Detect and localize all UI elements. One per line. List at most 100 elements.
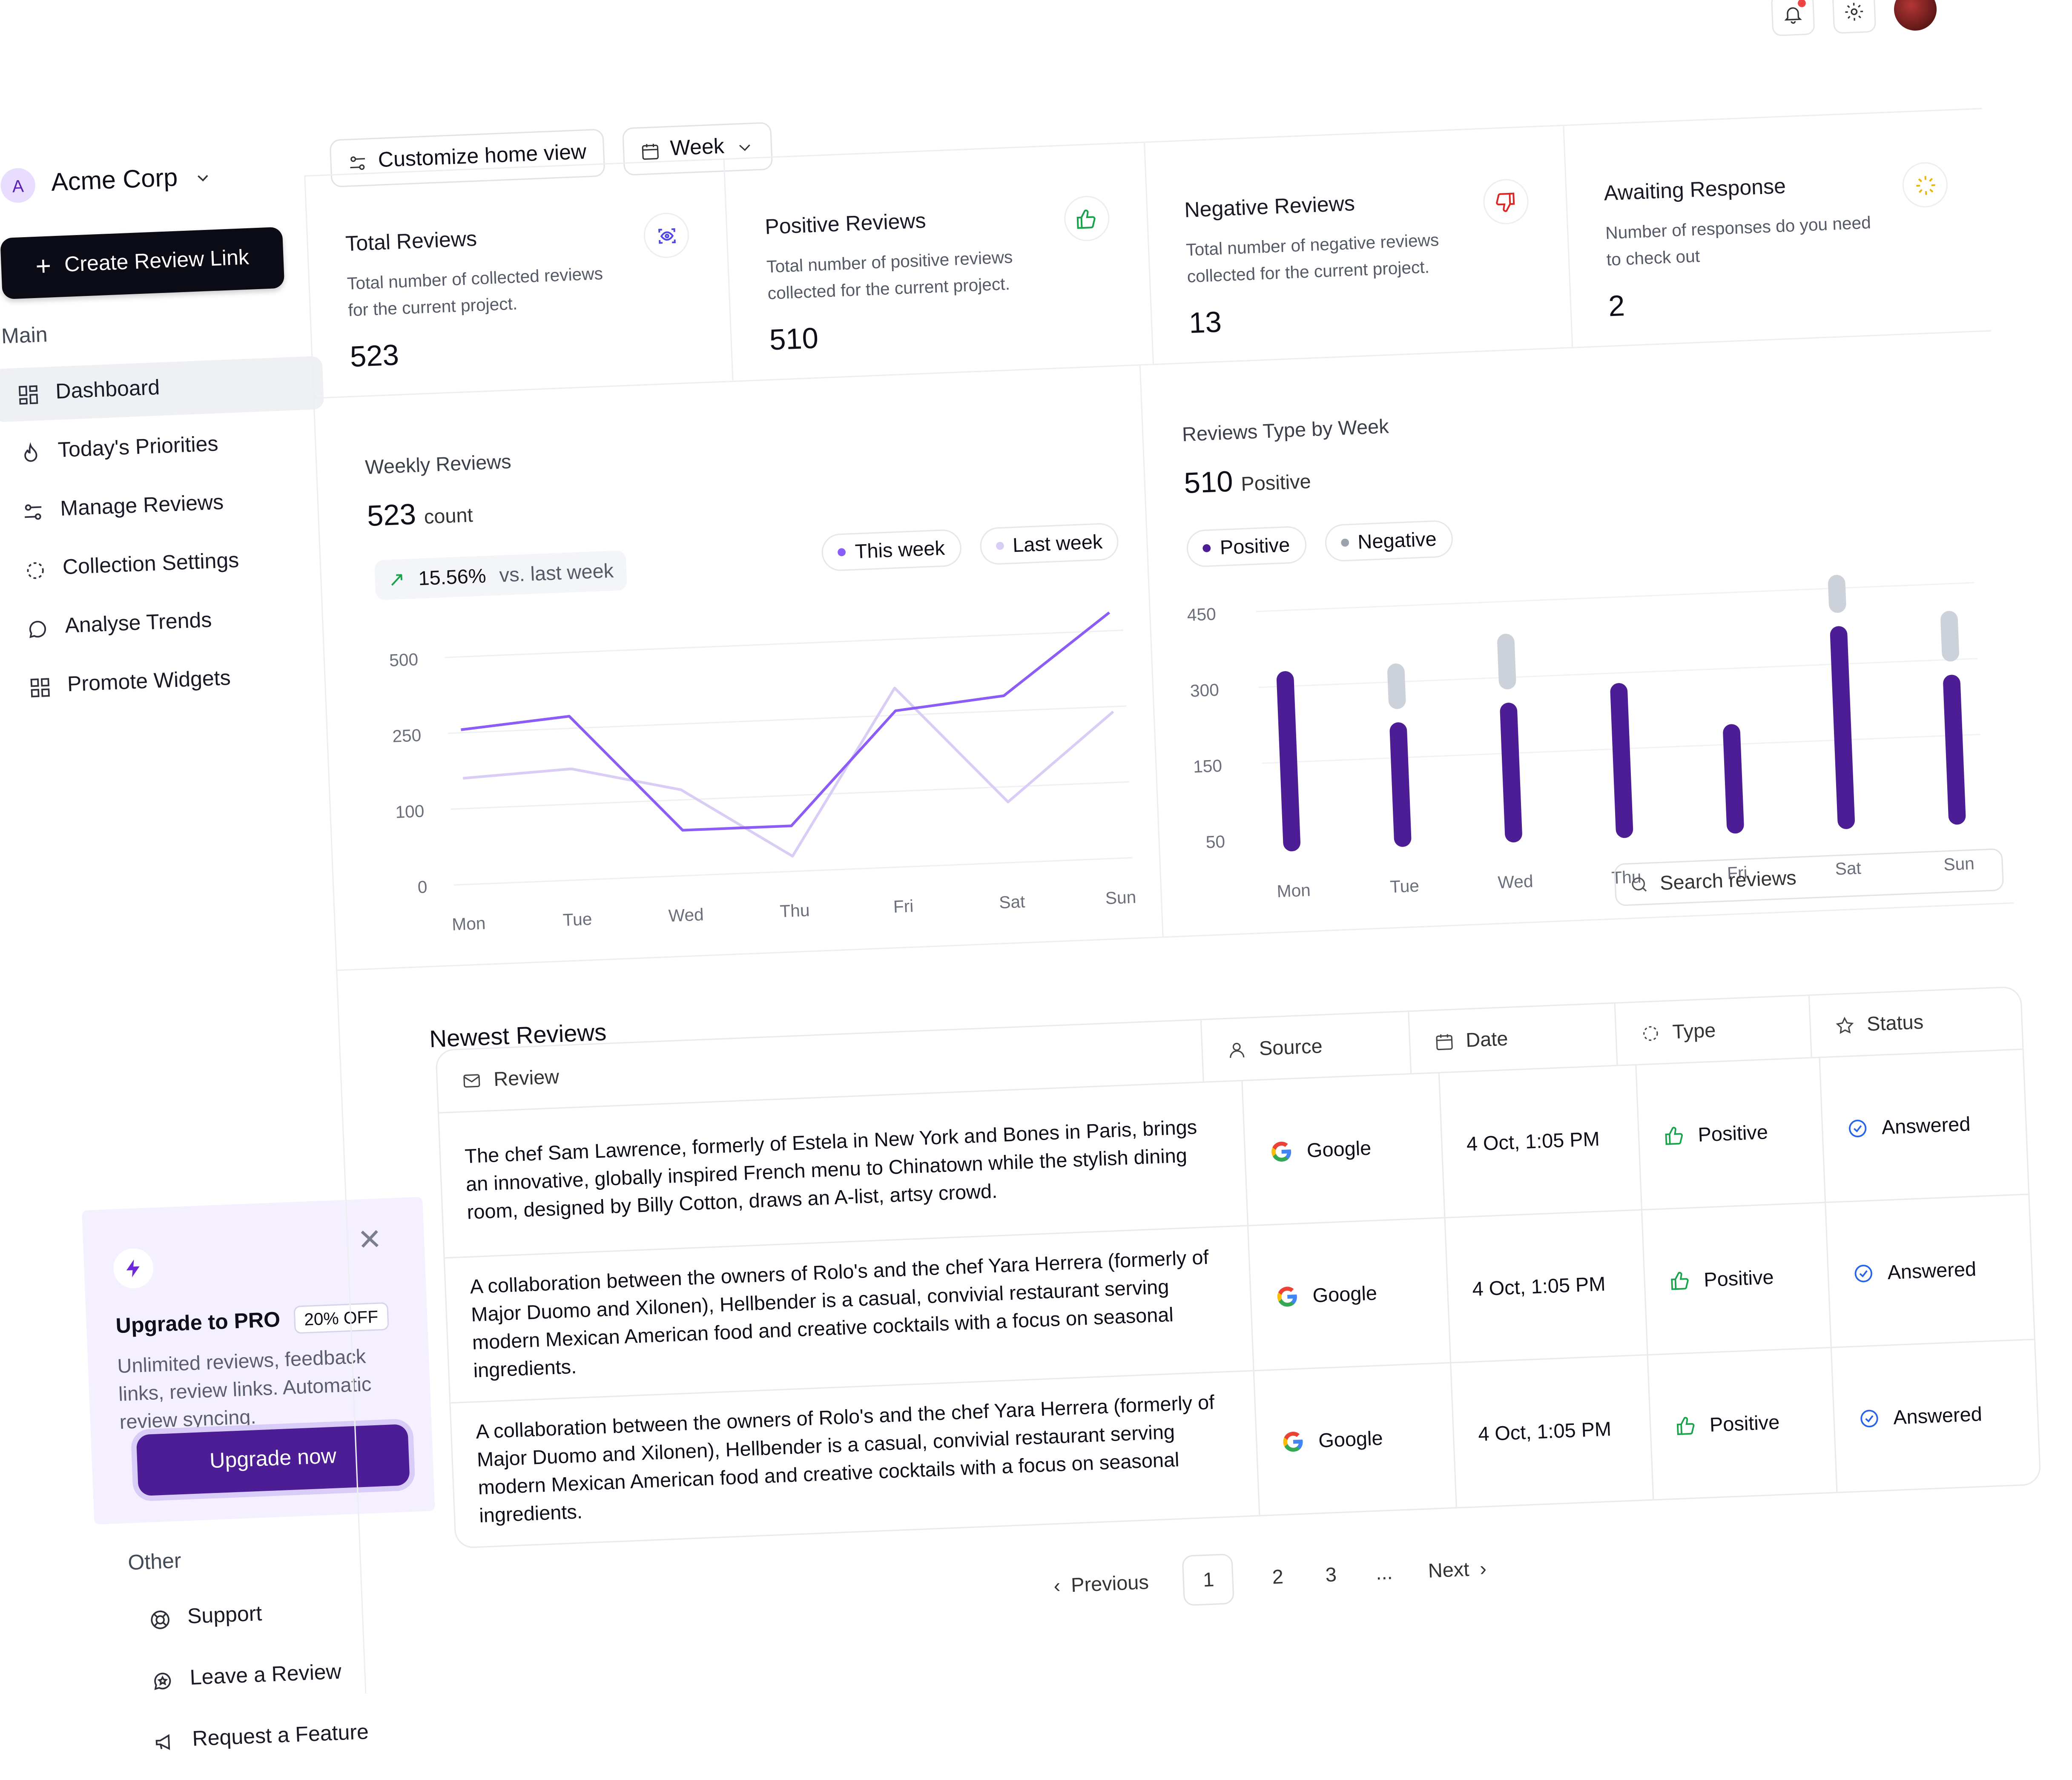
y-tick-label: 100 [395,801,425,822]
weekly-unit: count [423,504,474,529]
column-type[interactable]: Type [1615,996,1812,1065]
date-cell: 4 Oct, 1:05 PM [1451,1355,1654,1507]
y-tick-label: 50 [1205,832,1225,852]
bar-positive[interactable] [1500,702,1523,843]
legend-negative[interactable]: Negative [1323,520,1453,563]
workspace-switcher[interactable]: A Acme Corp [0,161,213,204]
bar-negative[interactable] [1497,633,1516,689]
chart-title: Weekly Reviews [364,451,512,479]
x-tick-label: Wed [668,904,704,925]
period-label: Week [669,135,725,161]
bar-negative[interactable] [1387,663,1406,709]
bar-positive[interactable] [1610,683,1633,838]
gridline [453,857,1133,886]
column-review[interactable]: Review [436,1020,1205,1112]
gridline [448,705,1127,734]
sidebar-item-collection-settings[interactable]: Collection Settings [0,531,331,598]
status-cell: Answered [1832,1340,2040,1492]
next-label: Next [1427,1558,1470,1582]
search-reviews-field[interactable]: Search reviews [1613,848,2004,907]
dashboard-icon [18,385,38,404]
thumbs-up-icon [1676,1417,1695,1435]
x-tick-label: Tue [562,909,592,930]
series-line-last-week [462,686,1114,858]
stats-row: Total Reviews Total number of collected … [305,109,1991,399]
page-1-button[interactable]: 1 [1182,1553,1235,1606]
table-row[interactable]: A collaboration between the owners of Ro… [451,1340,2040,1547]
lifebuoy-icon [151,1610,169,1629]
bar-positive[interactable] [1722,724,1744,834]
source-label: Google [1312,1281,1378,1307]
next-button[interactable]: Next › [1428,1557,1487,1582]
weekly-line-chart: 0 100 250 500 Mon Tue Wed Thu Fri Sat Sun [389,611,1136,934]
column-status[interactable]: Status [1810,988,2022,1057]
user-avatar[interactable] [1893,0,1938,32]
plus-icon: + [35,252,52,282]
legend-label: Negative [1357,528,1437,554]
stat-description: Total number of negative reviews collect… [1185,230,1440,287]
bar-negative[interactable] [1828,574,1846,613]
y-tick-label: 450 [1187,604,1217,625]
bar-positive[interactable] [1276,671,1301,852]
bar-positive[interactable] [1830,626,1855,830]
x-tick-label: Sun [1943,853,1975,874]
bar-positive[interactable] [1389,722,1412,847]
period-select[interactable]: Week [621,122,773,176]
sidebar-item-label: Dashboard [55,377,161,404]
notifications-button[interactable] [1771,0,1815,37]
column-label: Status [1866,1011,1924,1036]
type-value: 510 [1183,464,1234,500]
bar-positive[interactable] [1943,675,1966,825]
table-row[interactable]: The chef Sam Lawrence, formerly of Estel… [439,1050,2029,1259]
sidebar-item-request-feature[interactable]: Request a Feature [137,1702,445,1771]
column-date[interactable]: Date [1409,1003,1618,1074]
main-nav: Dashboard Today's Priorities Manage Revi… [0,356,336,721]
settings-button[interactable] [1832,0,1877,34]
legend-this-week[interactable]: This week [821,528,962,572]
sidebar-item-label: Request a Feature [192,1721,369,1751]
upgrade-title: Upgrade to PRO 20% OFF [115,1302,390,1341]
sidebar-item-priorities[interactable]: Today's Priorities [0,414,327,481]
bar-negative[interactable] [1940,611,1960,662]
loader-circle-icon [27,561,44,578]
delta-badge: ↗ 15.56% vs. last week [374,550,628,600]
gridline [1256,582,1974,612]
weekly-total: 523 count [366,495,473,534]
megaphone-icon [155,1733,170,1750]
sidebar-item-support[interactable]: Support [132,1580,440,1648]
previous-button[interactable]: ‹ Previous [1053,1571,1149,1597]
column-source[interactable]: Source [1202,1012,1411,1082]
table-body: The chef Sam Lawrence, formerly of Estel… [439,1050,2040,1547]
sidebar-item-promote-widgets[interactable]: Promote Widgets [4,649,336,715]
thumbs-up-icon [1062,195,1110,242]
legend-label: Positive [1219,533,1291,559]
legend-positive[interactable]: Positive [1186,525,1307,568]
column-label: Review [493,1065,560,1091]
thumbs-up-icon [1665,1127,1683,1145]
sidebar-item-dashboard[interactable]: Dashboard [0,356,324,422]
upgrade-card: ✕ Upgrade to PRO 20% OFF Unlimited revie… [82,1197,435,1525]
type-label: Positive [1709,1411,1780,1436]
page-2-button[interactable]: 2 [1271,1565,1284,1589]
date-cell: 4 Oct, 1:05 PM [1439,1065,1642,1217]
create-review-link-button[interactable]: + Create Review Link [0,227,285,300]
table-row[interactable]: A collaboration between the owners of Ro… [445,1195,2034,1404]
column-label: Date [1465,1027,1509,1052]
status-label: Answered [1881,1112,1971,1139]
legend-last-week[interactable]: Last week [979,522,1119,566]
page-3-button[interactable]: 3 [1325,1563,1337,1587]
status-cell: Answered [1820,1050,2029,1202]
y-tick-label: 0 [417,877,428,897]
weekly-value: 523 [366,497,417,533]
loader-circle-icon [1643,1025,1658,1040]
customize-home-button[interactable]: Customize home view [329,129,605,188]
stat-card-awaiting: Awaiting Response Number of responses do… [1564,109,1991,347]
sidebar-item-leave-review[interactable]: Leave a Review [134,1641,442,1709]
sidebar-item-analyse-trends[interactable]: Analyse Trends [1,590,333,657]
sidebar-item-label: Collection Settings [62,550,240,580]
check-badge-icon [1854,1265,1872,1283]
sidebar-item-manage-reviews[interactable]: Manage Reviews [0,473,329,540]
sliders-icon [25,503,42,519]
source-cell: Google [1248,1218,1452,1370]
